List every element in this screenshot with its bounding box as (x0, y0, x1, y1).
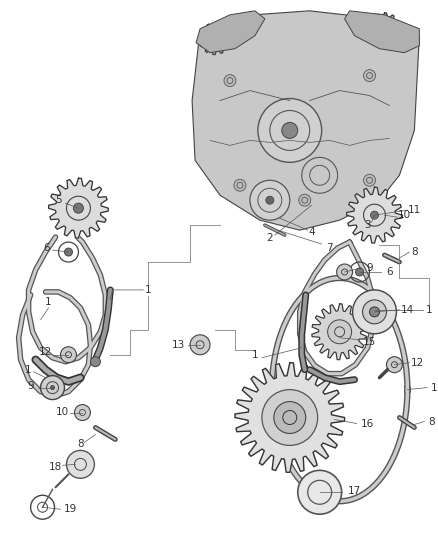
Polygon shape (346, 187, 403, 243)
Text: 1: 1 (145, 285, 152, 295)
Circle shape (302, 157, 338, 193)
Text: 8: 8 (411, 247, 418, 257)
Circle shape (274, 401, 306, 433)
Circle shape (74, 405, 90, 421)
Polygon shape (196, 11, 265, 53)
Text: 17: 17 (348, 486, 361, 496)
Text: 1: 1 (426, 305, 433, 315)
Circle shape (356, 268, 364, 276)
Circle shape (266, 196, 274, 204)
Text: 1: 1 (45, 297, 52, 307)
Text: 1: 1 (431, 383, 438, 393)
Circle shape (67, 450, 95, 478)
Circle shape (298, 470, 342, 514)
Text: 1: 1 (251, 350, 258, 360)
Text: 9: 9 (27, 381, 34, 391)
Polygon shape (345, 11, 419, 53)
Polygon shape (49, 178, 108, 238)
Circle shape (224, 75, 236, 86)
Circle shape (364, 174, 375, 186)
Circle shape (370, 307, 379, 317)
Polygon shape (235, 362, 345, 472)
Circle shape (262, 390, 318, 446)
Text: 4: 4 (308, 227, 315, 237)
Text: 6: 6 (43, 243, 50, 253)
Circle shape (41, 376, 64, 400)
Text: 2: 2 (267, 233, 273, 243)
Text: 15: 15 (363, 337, 376, 347)
Circle shape (60, 347, 77, 362)
Circle shape (337, 264, 353, 280)
Circle shape (250, 180, 290, 220)
Text: 16: 16 (361, 419, 374, 430)
Text: 7: 7 (326, 243, 333, 253)
Circle shape (328, 320, 352, 344)
Circle shape (353, 290, 396, 334)
Text: 5: 5 (55, 195, 62, 205)
Text: 10: 10 (56, 407, 69, 416)
Text: 13: 13 (172, 340, 185, 350)
Circle shape (190, 335, 210, 355)
Text: 12: 12 (411, 358, 424, 368)
Circle shape (364, 70, 375, 82)
Circle shape (371, 211, 378, 219)
Polygon shape (192, 11, 419, 230)
Text: 12: 12 (39, 347, 52, 357)
Circle shape (258, 99, 321, 163)
Circle shape (234, 179, 246, 191)
Text: 14: 14 (401, 305, 414, 315)
Text: 19: 19 (64, 504, 77, 514)
Text: 11: 11 (408, 205, 421, 215)
Text: 10: 10 (398, 210, 411, 220)
Circle shape (282, 123, 298, 139)
Text: 1: 1 (25, 365, 32, 375)
Text: 8: 8 (428, 416, 434, 426)
Circle shape (64, 248, 72, 256)
Polygon shape (312, 304, 367, 360)
Circle shape (386, 357, 403, 373)
Polygon shape (199, 23, 231, 55)
Circle shape (90, 357, 100, 367)
Circle shape (363, 300, 386, 324)
Circle shape (74, 203, 83, 213)
Text: 8: 8 (77, 439, 84, 449)
Circle shape (50, 385, 54, 390)
Polygon shape (368, 13, 400, 45)
Text: 9: 9 (366, 263, 373, 273)
Text: 3: 3 (364, 220, 371, 230)
Text: 6: 6 (386, 267, 393, 277)
Circle shape (299, 194, 311, 206)
Text: 18: 18 (49, 462, 62, 472)
